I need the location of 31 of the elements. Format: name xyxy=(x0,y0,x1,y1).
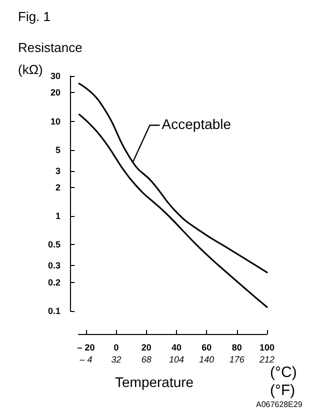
x-tick-label: 60 xyxy=(202,342,212,352)
y-tick-label: 1 xyxy=(55,211,60,222)
y-tick-label: 20 xyxy=(50,88,60,98)
text: A067628E29 xyxy=(256,400,302,409)
y-tick-label: 0.2 xyxy=(48,277,60,288)
y-tick-label: 2 xyxy=(55,182,60,193)
x2-tick-label: 68 xyxy=(141,354,152,364)
x2-tick-label: – 4 xyxy=(78,354,92,364)
y-tick-label: 0.1 xyxy=(48,306,60,316)
y-tick-label: 0.3 xyxy=(48,260,60,271)
x2-tick-label: 32 xyxy=(111,354,122,364)
x-tick-label: 20 xyxy=(141,342,152,352)
x-tick-label: 80 xyxy=(232,342,242,352)
x2-tick-label: 104 xyxy=(169,354,184,364)
x2-tick-label: 212 xyxy=(258,354,275,364)
annotation: Acceptable xyxy=(162,116,232,132)
x-tick-label: – 20 xyxy=(77,342,95,352)
x-tick-label: 100 xyxy=(259,342,275,352)
x2-axis-title: (°F) xyxy=(270,382,296,399)
x2-tick-label: 140 xyxy=(199,354,214,364)
text: (°C) xyxy=(270,364,297,381)
y-tick-label: 10 xyxy=(50,116,60,126)
y-tick-label: 3 xyxy=(55,166,60,176)
chart-title: Fig. 1 xyxy=(18,9,51,24)
x-tick-label: 0 xyxy=(114,342,119,352)
x-tick-label: 40 xyxy=(172,342,182,352)
y-tick-label: 0.5 xyxy=(48,240,60,250)
x2-tick-label: 176 xyxy=(229,354,244,364)
x-axis-title: Temperature xyxy=(115,374,194,390)
y-tick-label: 30 xyxy=(50,71,60,81)
y-tick-label: 5 xyxy=(55,144,60,155)
